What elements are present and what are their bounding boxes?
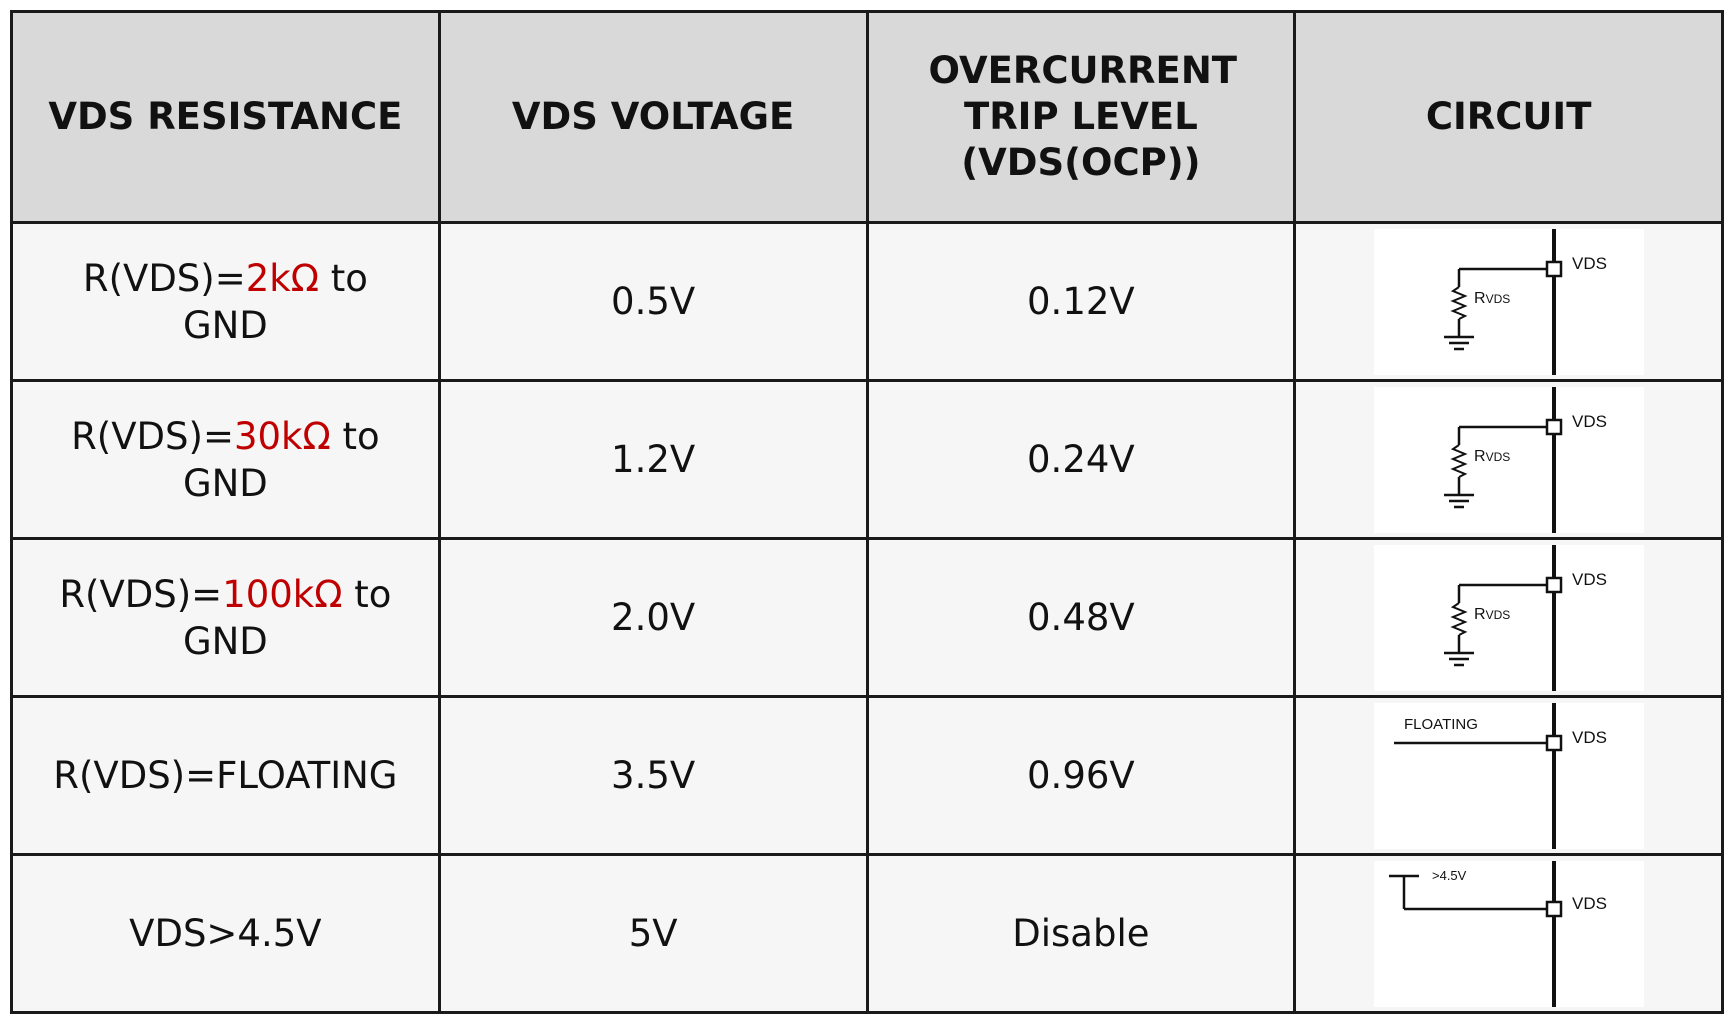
resistance-value: 2kΩ [245,256,319,300]
circuit-diagram: VDS >4.5V [1373,860,1644,1007]
resistance-cell: VDS>4.5V [10,853,441,1014]
pin-label: VDS [1572,254,1607,273]
table-row: R(VDS)=FLOATING 3.5V 0.96V VDS FLOATING [10,695,1724,856]
resistor-subscript: VDS [1485,608,1510,622]
trip-cell: 0.24V [865,379,1297,540]
resistor-symbol: R [1474,606,1486,623]
voltage-cell: 2.0V [437,537,869,698]
resistance-text: R(VDS)= [82,256,246,300]
trip-cell: 0.12V [865,221,1297,382]
pin-label: VDS [1572,570,1607,589]
header-cell: VDS VOLTAGE [437,10,869,224]
resistor-subscript: VDS [1485,292,1510,306]
trip-cell: 0.96V [865,695,1297,856]
circuit-cell: VDS FLOATING [1293,695,1724,856]
header-row: VDS RESISTANCE VDS VOLTAGE OVERCURRENT T… [10,10,1724,224]
resistance-text: R(VDS)= [59,572,223,616]
voltage-cell: 3.5V [437,695,869,856]
resistance-value: 30kΩ [233,414,331,458]
circuit-diagram: VDS FLOATING [1373,702,1644,849]
resistance-suffix: to [318,256,368,300]
pin [1545,900,1562,917]
pin [1545,418,1562,435]
header-cell: OVERCURRENT TRIP LEVEL (VDS(OCP)) [865,10,1297,224]
voltage-cell: 5V [437,853,869,1014]
resistance-line2: GND [182,303,268,347]
table-row: R(VDS)=100kΩ to GND 2.0V 0.48V VDS RVDS [10,537,1724,698]
table-row: VDS>4.5V 5V Disable VDS >4.5V [10,853,1724,1014]
resistance-line2: GND [182,461,268,505]
resistance-line2: GND [182,619,268,663]
resistance-text: R(VDS)= [71,414,234,458]
floating-label: FLOATING [1404,716,1478,733]
table-row: R(VDS)=2kΩ to GND 0.5V 0.12V VDS RVDS [10,221,1724,382]
pin-label: VDS [1572,894,1607,913]
resistor-subscript: VDS [1485,450,1510,464]
pin [1545,734,1562,751]
vds-table: VDS RESISTANCE VDS VOLTAGE OVERCURRENT T… [10,10,1724,1014]
resistance-suffix: to [342,572,392,616]
header-cell: CIRCUIT [1293,10,1724,224]
pin [1545,576,1562,593]
resistor-label: RVDS [1474,290,1510,307]
supply-label: >4.5V [1432,868,1467,883]
circuit-cell: VDS RVDS [1293,221,1724,382]
circuit-cell: VDS RVDS [1293,537,1724,698]
resistor-symbol: R [1474,290,1486,307]
resistance-value: 100kΩ [222,572,343,616]
pin-label: VDS [1572,728,1607,747]
header-cell: VDS RESISTANCE [10,10,441,224]
resistor [1450,285,1468,320]
resistance-text: VDS>4.5V [129,912,322,955]
circuit-cell: VDS RVDS [1293,379,1724,540]
resistance-suffix: to [330,414,380,458]
resistor-label: RVDS [1474,606,1510,623]
pin [1545,260,1562,277]
resistor [1450,443,1468,478]
trip-cell: 0.48V [865,537,1297,698]
pin-label: VDS [1572,412,1607,431]
table-row: R(VDS)=30kΩ to GND 1.2V 0.24V VDS RVDS [10,379,1724,540]
resistance-cell: R(VDS)=FLOATING [10,695,441,856]
circuit-cell: VDS >4.5V [1293,853,1724,1014]
resistance-cell: R(VDS)=100kΩ to GND [10,537,441,698]
resistor-symbol: R [1474,448,1486,465]
resistance-text: R(VDS)=FLOATING [53,754,398,797]
trip-cell: Disable [865,853,1297,1014]
resistance-cell: R(VDS)=30kΩ to GND [10,379,441,540]
resistor-label: RVDS [1474,448,1510,465]
voltage-cell: 0.5V [437,221,869,382]
table-body: R(VDS)=2kΩ to GND 0.5V 0.12V VDS RVDS R(VDS)=3… [10,221,1724,1014]
resistor [1450,601,1468,636]
voltage-cell: 1.2V [437,379,869,540]
resistance-cell: R(VDS)=2kΩ to GND [10,221,441,382]
